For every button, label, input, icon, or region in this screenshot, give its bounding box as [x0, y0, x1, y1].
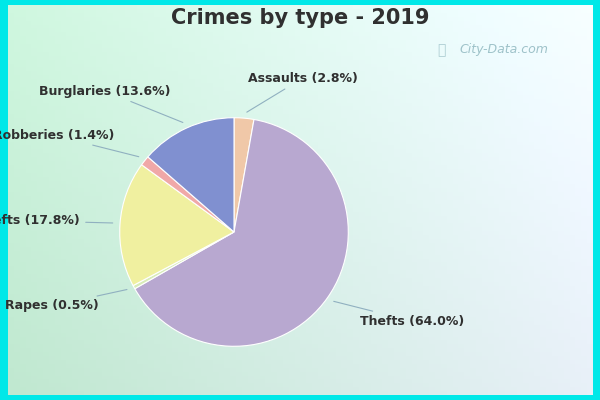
- Text: Robberies (1.4%): Robberies (1.4%): [0, 129, 139, 157]
- Text: Burglaries (13.6%): Burglaries (13.6%): [40, 85, 183, 122]
- Text: Crimes by type - 2019: Crimes by type - 2019: [171, 8, 429, 28]
- Wedge shape: [135, 120, 348, 346]
- Text: Rapes (0.5%): Rapes (0.5%): [5, 290, 127, 312]
- Text: Assaults (2.8%): Assaults (2.8%): [247, 72, 358, 112]
- Wedge shape: [142, 157, 234, 232]
- Wedge shape: [234, 118, 254, 232]
- Wedge shape: [148, 118, 234, 232]
- Wedge shape: [120, 165, 234, 286]
- Text: ⦿: ⦿: [437, 43, 445, 57]
- Wedge shape: [133, 232, 234, 289]
- Text: Thefts (64.0%): Thefts (64.0%): [334, 301, 464, 328]
- Text: City-Data.com: City-Data.com: [460, 44, 548, 56]
- Text: Auto thefts (17.8%): Auto thefts (17.8%): [0, 214, 113, 227]
